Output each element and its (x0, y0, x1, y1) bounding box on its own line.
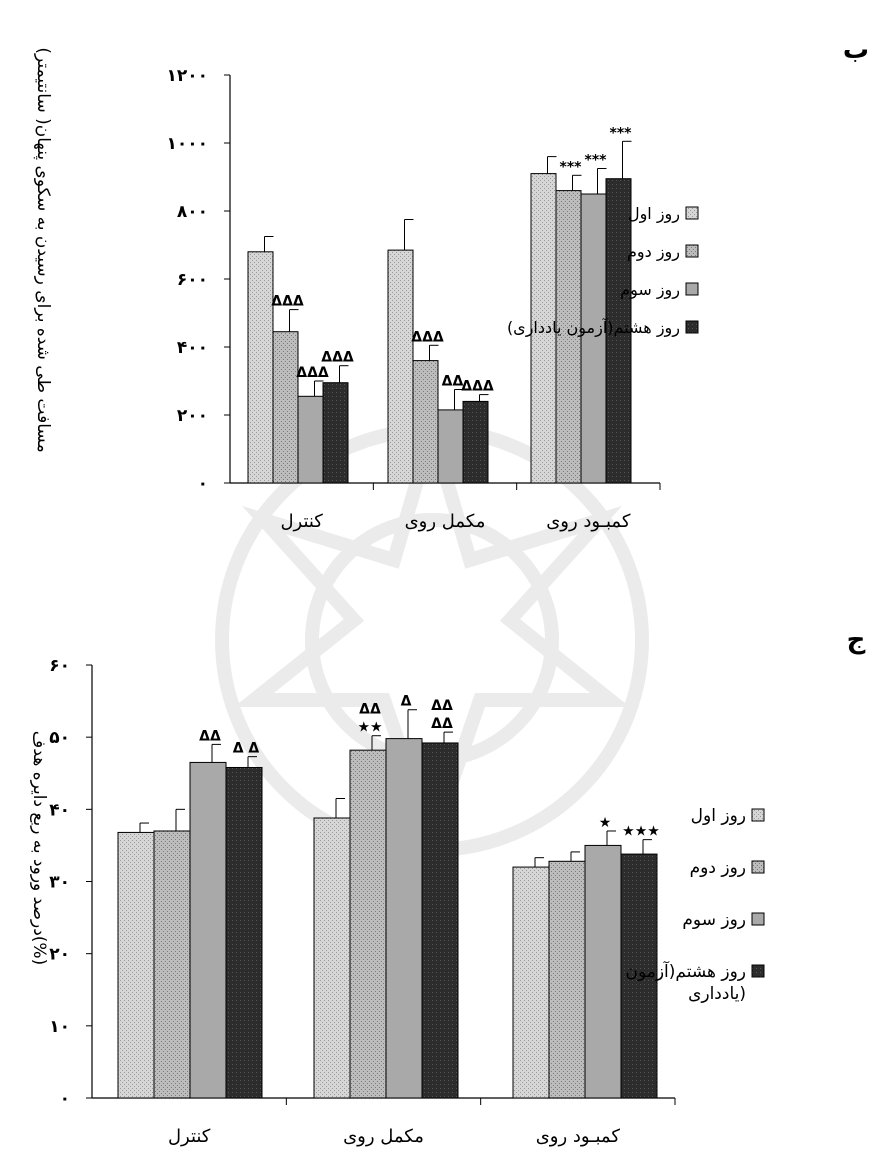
y-tick-label: ۰ (198, 474, 208, 494)
y-tick-label: ۰ (60, 1089, 70, 1109)
legend-swatch (685, 282, 699, 296)
significance-mark: Δ (401, 694, 412, 710)
chart-b: ۱۲۰۰ ۱۰۰۰ ۸۰۰ ۶۰۰ ۴۰۰ ۲۰۰ ۰ کنترل مکمل روی کمبـود… (166, 66, 661, 532)
significance-mark: ΔΔΔ (271, 294, 304, 310)
legend-swatch (685, 244, 699, 258)
bar (580, 193, 607, 484)
bar (620, 853, 658, 1099)
x-category-label: مکمل روی (405, 511, 486, 532)
bar (412, 360, 439, 484)
bar (247, 251, 274, 484)
bar (313, 817, 351, 1099)
significance-mark: ΔΔΔ (296, 365, 329, 381)
legend-swatch (751, 912, 765, 926)
bar (385, 738, 423, 1099)
panel-b-letter: ب (843, 35, 869, 65)
legend-label: روز دوم (690, 858, 746, 878)
legend-swatch (685, 206, 699, 220)
bar (548, 860, 586, 1099)
x-category-label: کنترل (168, 1126, 211, 1147)
bar (462, 400, 489, 484)
significance-mark: ΔΔ (431, 716, 453, 732)
y-tick-label: ۶۰۰ (177, 270, 208, 290)
y-tick-label: ۵۰ (49, 728, 70, 748)
chart-b-ylabel: مسافت طی شده برای رسیدن به سکوی پنهان( س… (33, 47, 53, 452)
y-tick-label: ۱۲۰۰ (166, 66, 208, 86)
significance-mark: ★★ (357, 720, 382, 736)
y-tick-label: ۲۰ (49, 945, 70, 965)
significance-mark: ★★★ (622, 824, 660, 840)
x-category-label: کنترل (280, 511, 323, 532)
legend-label: روز سوم (682, 910, 746, 930)
significance-mark: ΔΔ (431, 698, 453, 714)
significance-mark: ΔΔΔ (411, 329, 444, 345)
x-category-label: کمبـود روی (536, 1126, 621, 1147)
legend-label: روز اول (628, 204, 680, 224)
bar (512, 866, 550, 1099)
bar (437, 409, 464, 484)
x-category-label: مکمل روی (343, 1126, 424, 1147)
significance-mark: *** (560, 159, 583, 175)
legend-swatch (751, 964, 765, 978)
y-tick-label: ۶۰ (49, 656, 70, 676)
legend-c: روز اول روز دوم روز سوم روز هشتم(آزمونیاددا… (625, 806, 765, 1004)
legend-label: روز دوم (627, 242, 680, 262)
bar (605, 178, 632, 484)
significance-mark: ΔΔ (359, 702, 381, 718)
legend-swatch (751, 808, 765, 822)
y-tick-label: ۱۰ (49, 1017, 70, 1037)
y-tick-label: ۳۰ (49, 873, 70, 893)
significance-mark: ΔΔ (199, 728, 221, 744)
bar (225, 766, 263, 1099)
legend-b: روز اول روز دوم روز سوم روز هشتم(آزمون یادد… (507, 204, 699, 338)
legend-swatch (751, 860, 765, 874)
significance-mark: Δ Δ (233, 741, 260, 757)
y-tick-label: ۱۰۰۰ (166, 134, 208, 154)
legend-swatch (685, 320, 699, 334)
bar (349, 749, 387, 1099)
legend-label: روز هشتم(آزمون (625, 960, 746, 982)
significance-mark: ΔΔΔ (321, 350, 354, 366)
bar (297, 395, 324, 484)
bar (272, 331, 299, 484)
significance-mark: ΔΔ (442, 374, 464, 390)
bar (584, 844, 622, 1099)
bar (421, 742, 459, 1099)
significance-mark: *** (610, 125, 633, 141)
bar (387, 249, 414, 484)
legend-label: روز اول (691, 806, 746, 826)
bar (153, 830, 191, 1099)
chart-c-ylabel: درصد ورود به ربع دایره هدف(%) (29, 731, 49, 965)
significance-mark: *** (585, 153, 608, 169)
bar (117, 831, 155, 1099)
legend-label: روز هشتم(آزمون یادداری) (507, 318, 680, 338)
x-category-label: کمبـود روی (546, 511, 631, 532)
bar (189, 761, 227, 1099)
significance-mark: ★ (599, 815, 612, 831)
y-tick-label: ۸۰۰ (177, 202, 208, 222)
significance-mark: ΔΔΔ (461, 379, 494, 395)
legend-label: یادداری) (688, 984, 746, 1004)
panel-c-letter: ج (847, 625, 866, 655)
y-tick-label: ۴۰۰ (177, 338, 208, 358)
y-tick-label: ۴۰ (49, 800, 70, 820)
bar (322, 382, 349, 484)
legend-label: روز سوم (620, 280, 680, 300)
y-tick-label: ۲۰۰ (177, 406, 208, 426)
